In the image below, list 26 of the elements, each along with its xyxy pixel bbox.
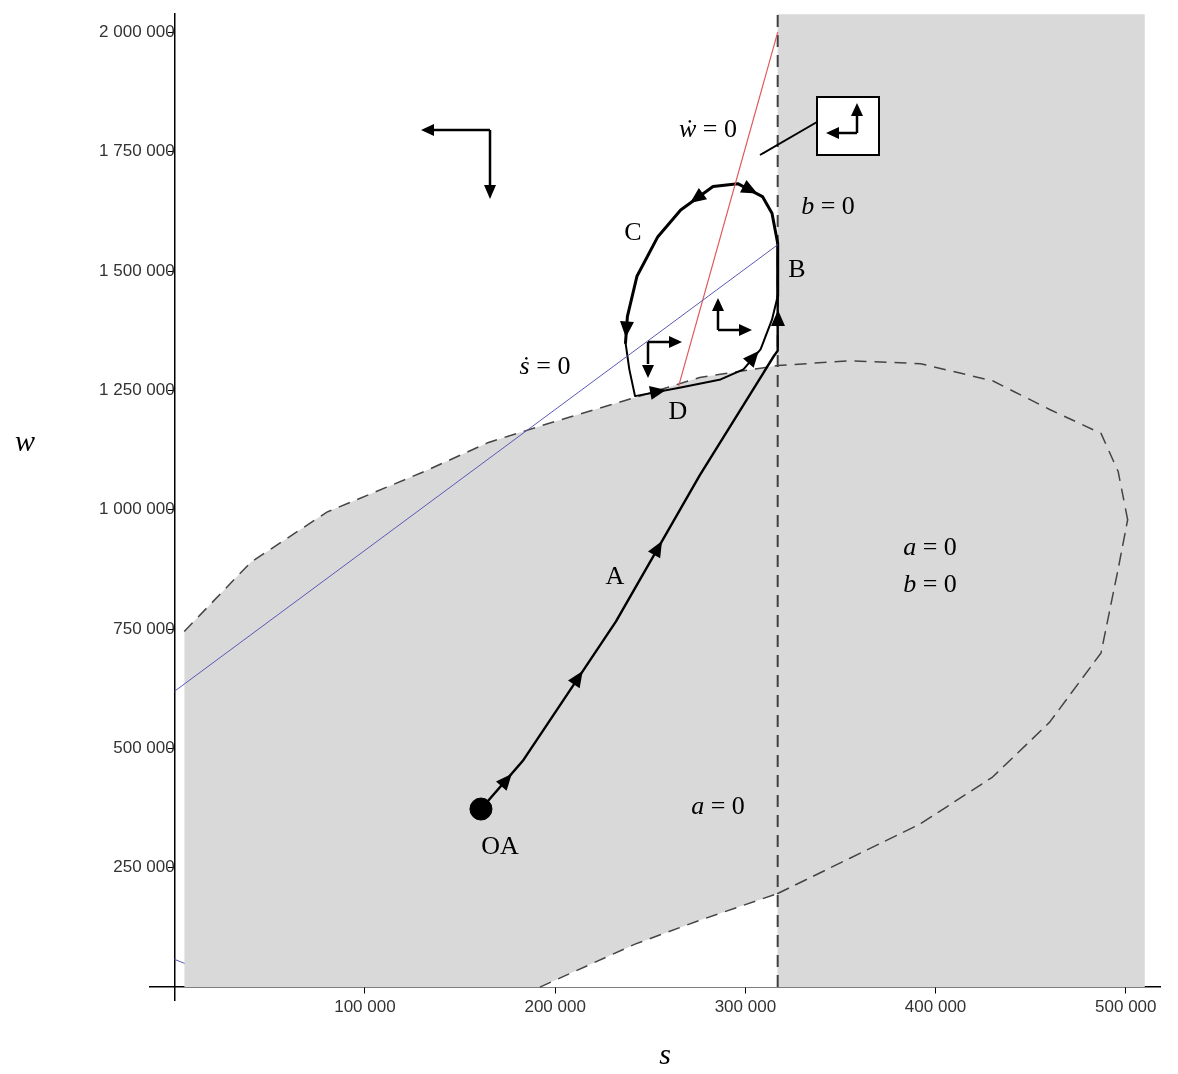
- annotation: ẇ = 0: [679, 113, 738, 143]
- annotation: A: [605, 560, 625, 590]
- y-tick-label: 750 000: [113, 618, 175, 638]
- annotation: a = 0: [903, 531, 957, 561]
- annotation: B: [788, 253, 806, 283]
- annotation: a = 0: [691, 790, 745, 820]
- annotation: ṡ = 0: [519, 350, 571, 380]
- y-tick-label: 1 500 000: [99, 260, 175, 280]
- annotation: b = 0: [801, 190, 855, 220]
- annotation: b = 0: [903, 568, 957, 598]
- x-tick-label: 200 000: [524, 997, 586, 1016]
- y-tick-label: 1 750 000: [99, 141, 175, 161]
- x-tick-label: 500 000: [1095, 997, 1157, 1016]
- x-tick-label: 400 000: [904, 997, 967, 1016]
- x-axis-title: s: [659, 1036, 671, 1070]
- x-tick-label: 100 000: [334, 997, 396, 1016]
- annotation: OA: [481, 830, 519, 860]
- y-tick-label: 500 000: [113, 738, 175, 758]
- y-axis-title: w: [15, 423, 36, 457]
- y-tick-label: 1 000 000: [99, 499, 175, 519]
- y-tick-label: 250 000: [113, 857, 175, 877]
- y-tick-label: 1 250 000: [99, 380, 175, 400]
- x-tick-label: 300 000: [714, 997, 777, 1016]
- annotation: C: [624, 216, 642, 246]
- y-tick-label: 2 000 000: [99, 22, 175, 42]
- annotation: D: [668, 395, 688, 425]
